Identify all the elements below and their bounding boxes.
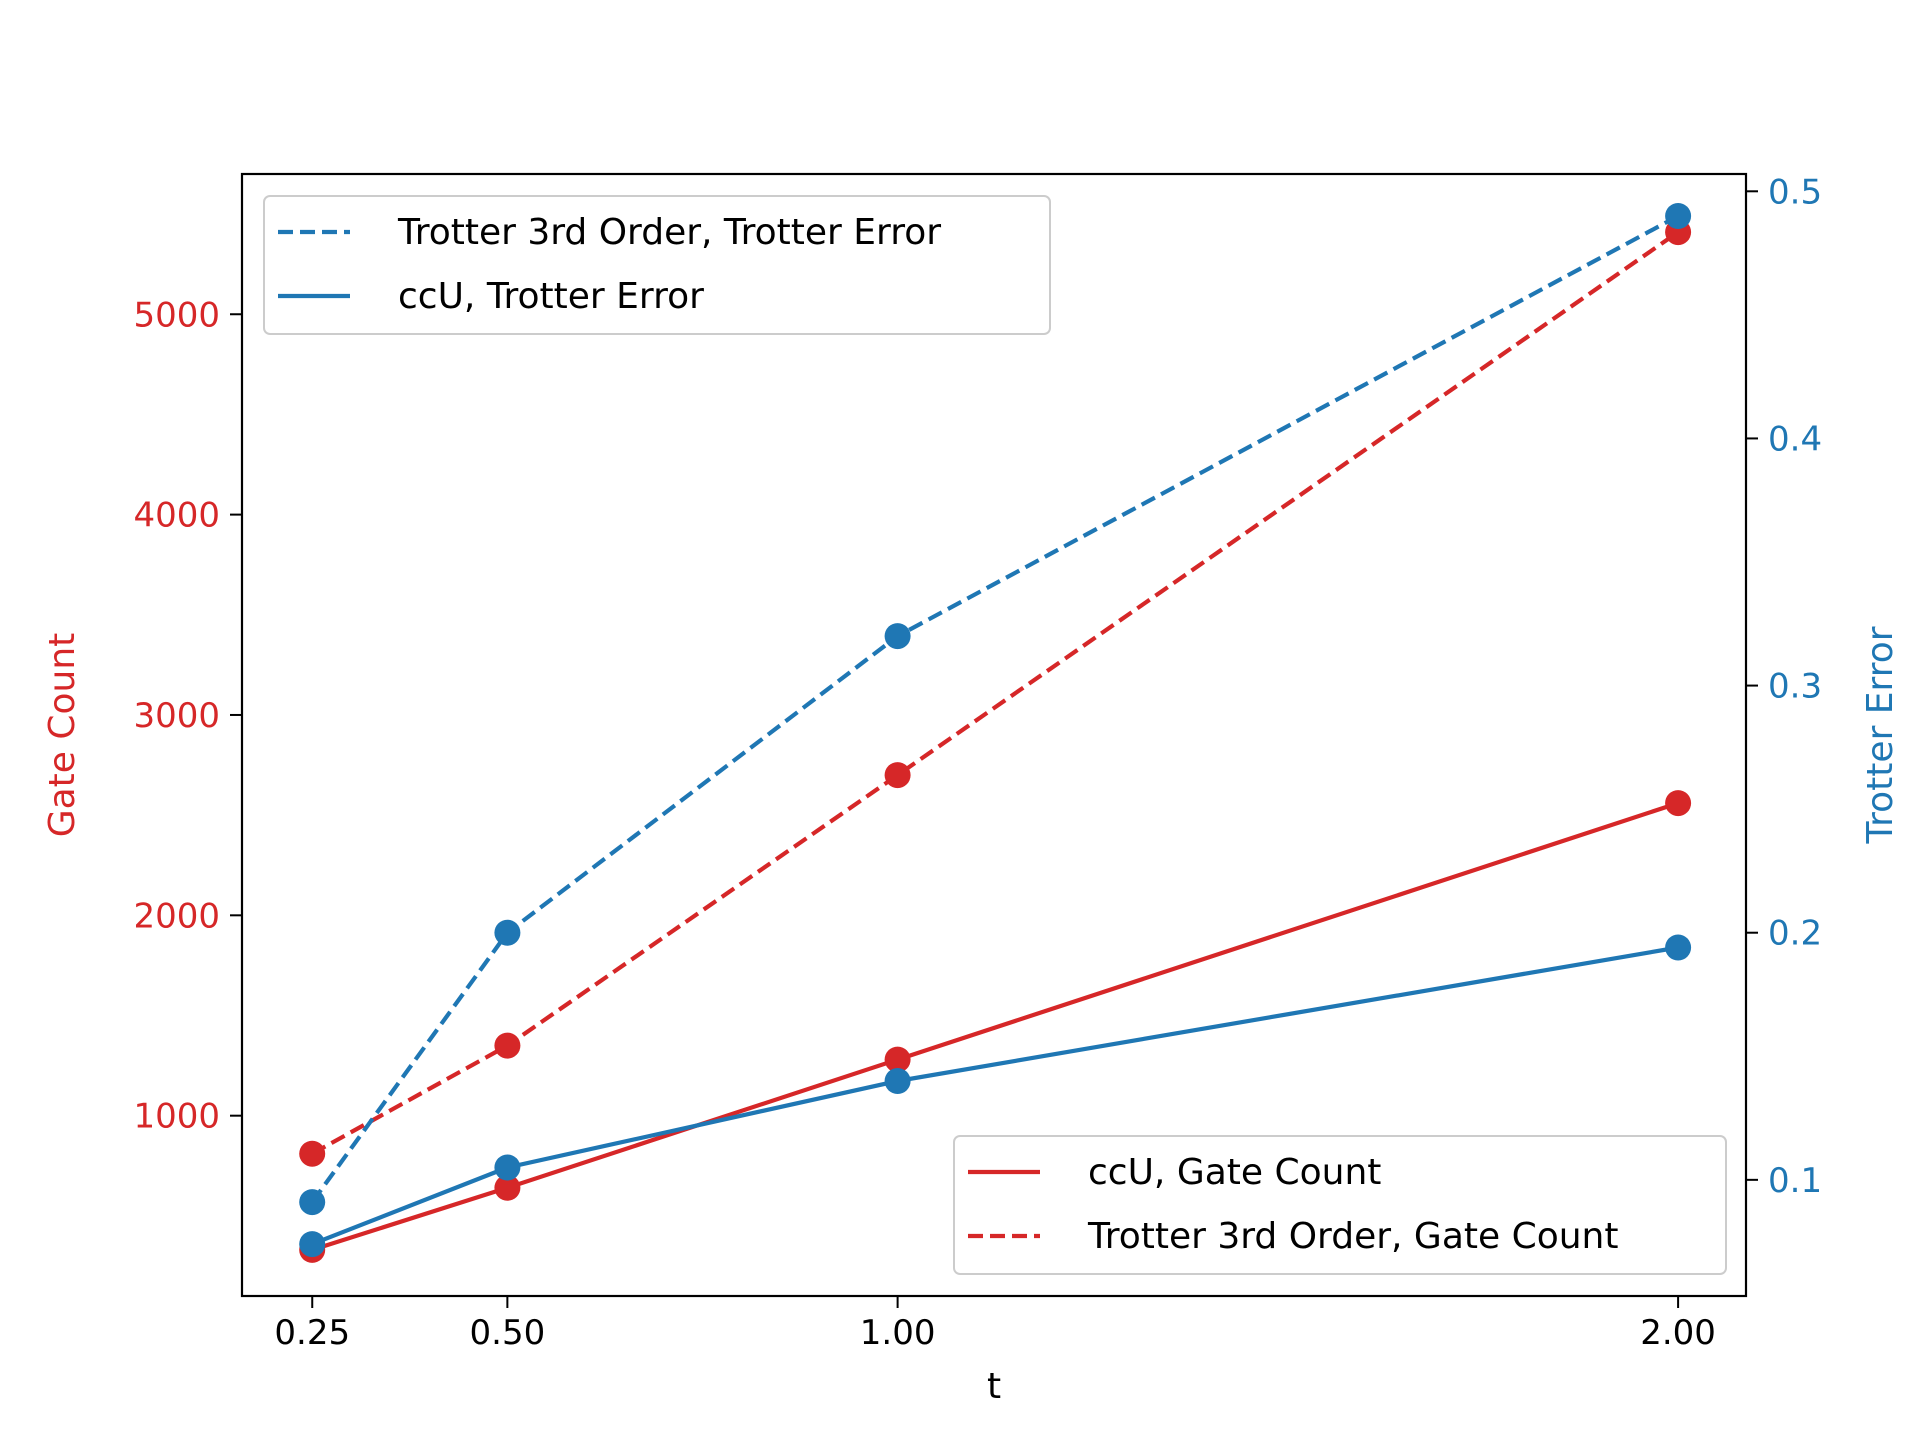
- right-tick-label-2: 0.3: [1768, 667, 1822, 707]
- legend-upper-left: Trotter 3rd Order, Trotter Error ccU, Tro…: [263, 195, 1051, 335]
- axes-layer: 0.25 0.50 1.00 2.00 t 1000 2000 3000 4000 5000 Gat…: [42, 172, 1901, 1407]
- legend-box-1: [953, 1135, 1727, 1275]
- series-line-2: [311, 945, 1679, 1247]
- right-tick-label-1: 0.2: [1768, 914, 1822, 954]
- data-point-1-1: [494, 1032, 521, 1059]
- x-tick-label-0: 0.25: [274, 1313, 350, 1353]
- data-point-2-2: [884, 1068, 911, 1094]
- data-point-3-3: [1665, 203, 1692, 229]
- data-point-0-2: [884, 1046, 911, 1073]
- data-point-1-2: [884, 762, 911, 789]
- series-layer: [299, 203, 1692, 1263]
- plot-frame: [240, 172, 1748, 1298]
- data-point-3-1: [494, 919, 521, 946]
- data-point-3-2: [884, 623, 911, 650]
- left-tick-label-1: 2000: [133, 896, 220, 936]
- legend-box-0: [263, 195, 1051, 335]
- data-point-3-0: [299, 1189, 326, 1216]
- series-1: [299, 219, 1692, 1167]
- legend-label-0-1: ccU, Trotter Error: [398, 276, 704, 317]
- series-3: [299, 203, 1692, 1216]
- data-point-0-1: [494, 1174, 521, 1201]
- right-tick-label-3: 0.4: [1768, 419, 1822, 459]
- right-axis-label: Trotter Error: [1860, 626, 1901, 844]
- data-point-1-0: [299, 1140, 326, 1167]
- data-point-2-1: [494, 1154, 521, 1181]
- left-tick-label-3: 4000: [133, 496, 220, 536]
- right-tick-label-0: 0.1: [1768, 1161, 1822, 1201]
- legend-lower-right: ccU, Gate Count Trotter 3rd Order, Gate C…: [953, 1135, 1727, 1275]
- series-line-1: [311, 230, 1680, 1156]
- x-axis-label: t: [987, 1366, 1001, 1407]
- x-tick-label-3: 2.00: [1640, 1313, 1716, 1353]
- legend-label-1-0: ccU, Gate Count: [1088, 1152, 1381, 1193]
- right-tick-label-4: 0.5: [1768, 172, 1822, 212]
- series-line-3: [310, 214, 1680, 1204]
- left-axis-label: Gate Count: [42, 633, 83, 838]
- left-tick-label-0: 1000: [133, 1097, 220, 1137]
- data-point-2-0: [299, 1231, 326, 1258]
- series-2: [299, 934, 1692, 1258]
- x-tick-label-2: 1.00: [860, 1313, 936, 1353]
- x-tick-label-1: 0.50: [470, 1313, 546, 1353]
- legend-label-1-1: Trotter 3rd Order, Gate Count: [1087, 1216, 1619, 1257]
- legend-layer: Trotter 3rd Order, Trotter Error ccU, Tro…: [263, 195, 1727, 1275]
- left-tick-label-4: 5000: [133, 295, 220, 335]
- legend-label-0-0: Trotter 3rd Order, Trotter Error: [397, 212, 941, 253]
- data-point-0-3: [1665, 790, 1692, 817]
- data-point-2-3: [1665, 934, 1692, 961]
- left-tick-label-2: 3000: [133, 696, 220, 736]
